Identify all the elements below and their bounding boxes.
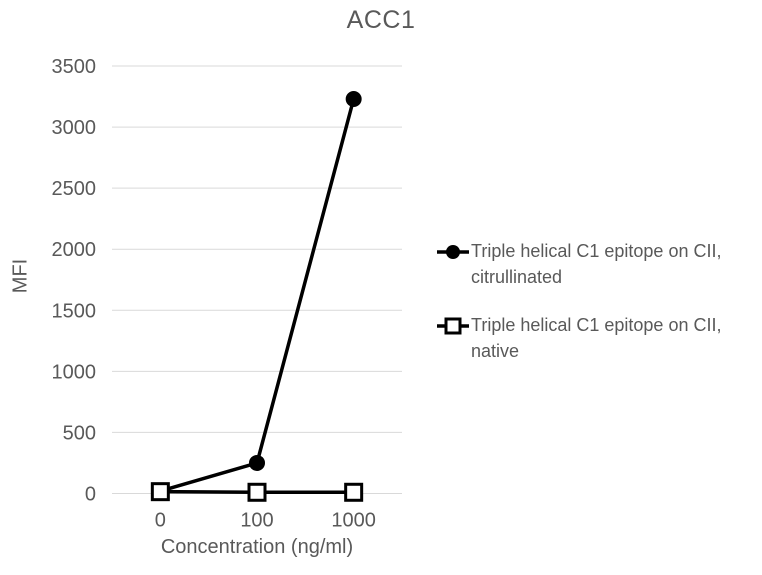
legend-label-line1: Triple helical C1 epitope on CII,	[471, 241, 722, 261]
data-point-open-square	[150, 482, 170, 502]
y-tick-label: 500	[63, 422, 96, 444]
legend-label-line2: citrullinated	[471, 267, 563, 287]
open-square-marker-icon	[437, 317, 469, 335]
y-tick-label: 2500	[52, 178, 97, 200]
data-point-filled-circle	[249, 454, 265, 471]
y-tick-label: 2000	[52, 239, 97, 261]
x-tick-label: 1000	[331, 510, 376, 532]
legend-item-label: Triple helical C1 epitope on CII, citrul…	[471, 238, 721, 290]
x-tick-label: 100	[240, 510, 273, 532]
legend: Triple helical C1 epitope on CII, citrul…	[437, 238, 757, 386]
y-tick-label: 0	[85, 484, 96, 506]
filled-circle-marker-icon	[437, 245, 469, 259]
x-axis-title: Concentration (ng/ml)	[160, 536, 354, 558]
y-tick-label: 3500	[52, 56, 97, 78]
data-point-open-square	[247, 482, 267, 502]
chart-title: ACC1	[346, 6, 416, 34]
x-tick-label: 0	[155, 510, 166, 532]
y-tick-label: 1500	[52, 300, 97, 322]
data-point-filled-circle	[345, 90, 362, 107]
y-tick-label: 1000	[52, 361, 97, 383]
legend-item-native: Triple helical C1 epitope on CII, native	[437, 312, 757, 364]
data-point-open-square	[344, 482, 364, 502]
y-tick-label: 3000	[52, 117, 97, 139]
legend-item-citrullinated: Triple helical C1 epitope on CII, citrul…	[437, 238, 757, 290]
legend-label-line2: native	[471, 341, 520, 361]
legend-item-label: Triple helical C1 epitope on CII, native	[471, 312, 721, 364]
legend-label-line1: Triple helical C1 epitope on CII,	[471, 315, 722, 335]
